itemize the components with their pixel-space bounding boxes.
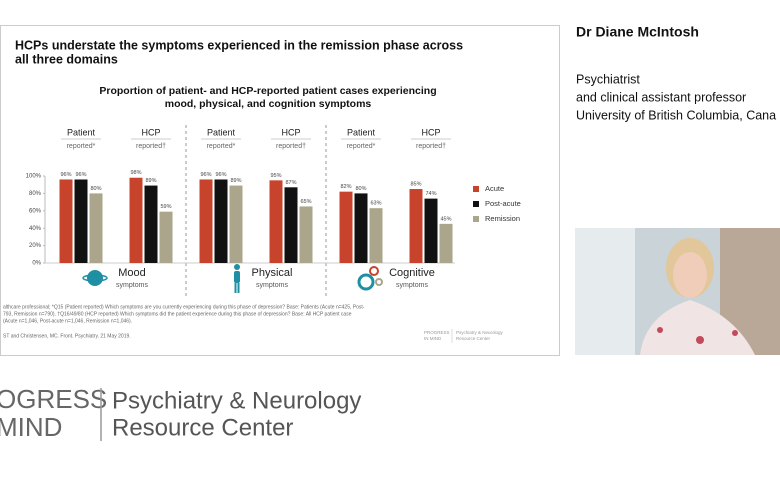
value-label: 80% [90, 186, 101, 192]
brand-name: Psychiatry & Neurology [112, 387, 361, 414]
value-label: 89% [230, 178, 241, 184]
slide-logo: PROGRESS [424, 330, 450, 335]
value-label: 80% [355, 186, 366, 192]
value-label: 96% [200, 172, 211, 178]
category-sublabel: reported* [67, 143, 96, 150]
value-label: 85% [410, 182, 421, 188]
y-tick-label: 0% [32, 261, 41, 267]
bar [439, 223, 453, 263]
bar [284, 187, 298, 263]
category-sublabel: reported† [276, 143, 306, 150]
category-label: Patient [67, 127, 96, 137]
speaker-video [575, 228, 780, 355]
group-label: Physical [252, 267, 293, 279]
cognitive-icon [357, 266, 383, 291]
footnote: (Acute n=1,046, Post-acute n=1,046, Remi… [3, 318, 132, 324]
brand-mark: MIND [0, 412, 62, 442]
slide-title: HCPs understate the symptoms experienced… [15, 38, 463, 52]
legend-label: Acute [485, 184, 504, 193]
bar [369, 208, 383, 263]
bar [299, 206, 313, 263]
footnote: 793, Remission n=790). †Q16/49/80 (HCP r… [3, 311, 352, 317]
brand-mark: OGRESS [0, 384, 107, 414]
group-sublabel: symptoms [396, 282, 428, 289]
bar [159, 211, 173, 263]
slide-logo: IN MIND [424, 336, 442, 341]
brand-name: Resource Center [112, 414, 293, 441]
value-label: 87% [285, 180, 296, 186]
chart-title: mood, physical, and cognition symptoms [165, 98, 372, 110]
legend-swatch [473, 216, 479, 222]
group-sublabel: symptoms [256, 282, 288, 289]
bar [199, 179, 213, 263]
bar [144, 185, 158, 263]
speaker-info: University of British Columbia, Cana [576, 108, 776, 122]
value-label: 74% [425, 191, 436, 197]
group-sublabel: symptoms [116, 282, 148, 289]
bar [89, 193, 103, 263]
value-label: 45% [440, 216, 451, 222]
value-label: 59% [160, 204, 171, 210]
legend-label: Remission [485, 214, 520, 223]
slide-logo: Psychiatry & Neurology [456, 330, 504, 335]
value-label: 96% [75, 172, 86, 178]
value-label: 82% [340, 184, 351, 190]
footnote: althcare professional; *Q15 (Patient rep… [3, 304, 365, 310]
category-sublabel: reported† [136, 143, 166, 150]
category-label: HCP [281, 127, 300, 137]
value-label: 96% [60, 172, 71, 178]
chart-title: Proportion of patient- and HCP-reported … [99, 85, 436, 97]
value-label: 95% [270, 173, 281, 179]
footnote: ST and Christensen, MC. Front. Psychiatr… [3, 333, 131, 339]
group-label: Cognitive [389, 267, 435, 279]
y-tick-label: 40% [29, 226, 42, 232]
bar [409, 189, 423, 263]
value-label: 65% [300, 199, 311, 205]
category-label: HCP [141, 127, 160, 137]
slide-logo: Resource Center [456, 336, 491, 341]
legend-swatch [473, 186, 479, 192]
bar [269, 180, 283, 263]
category-label: HCP [421, 127, 440, 137]
value-label: 63% [370, 201, 381, 207]
mood-icon [82, 270, 108, 286]
value-label: 98% [130, 170, 141, 176]
bar [74, 179, 88, 263]
speaker-info: and clinical assistant professor [576, 90, 746, 104]
speaker-info: Psychiatrist [576, 72, 640, 86]
bar [229, 185, 243, 263]
value-label: 96% [215, 172, 226, 178]
y-tick-label: 20% [29, 243, 42, 249]
speaker-name: Dr Diane McIntosh [576, 24, 699, 40]
category-sublabel: reported* [347, 143, 376, 150]
bar [59, 179, 73, 263]
bar [339, 191, 353, 263]
y-tick-label: 80% [29, 191, 42, 197]
bar [354, 193, 368, 263]
legend-label: Post-acute [485, 199, 521, 208]
group-label: Mood [118, 267, 146, 279]
category-label: Patient [347, 127, 376, 137]
value-label: 89% [145, 178, 156, 184]
slide-title: all three domains [15, 52, 118, 66]
category-label: Patient [207, 127, 236, 137]
legend-swatch [473, 201, 479, 207]
physical-icon [234, 264, 240, 293]
bar [129, 177, 143, 263]
y-tick-label: 100% [26, 174, 42, 180]
category-sublabel: reported* [207, 143, 236, 150]
category-sublabel: reported† [416, 143, 446, 150]
y-tick-label: 60% [29, 208, 42, 214]
bar [424, 198, 438, 263]
bar [214, 179, 228, 263]
